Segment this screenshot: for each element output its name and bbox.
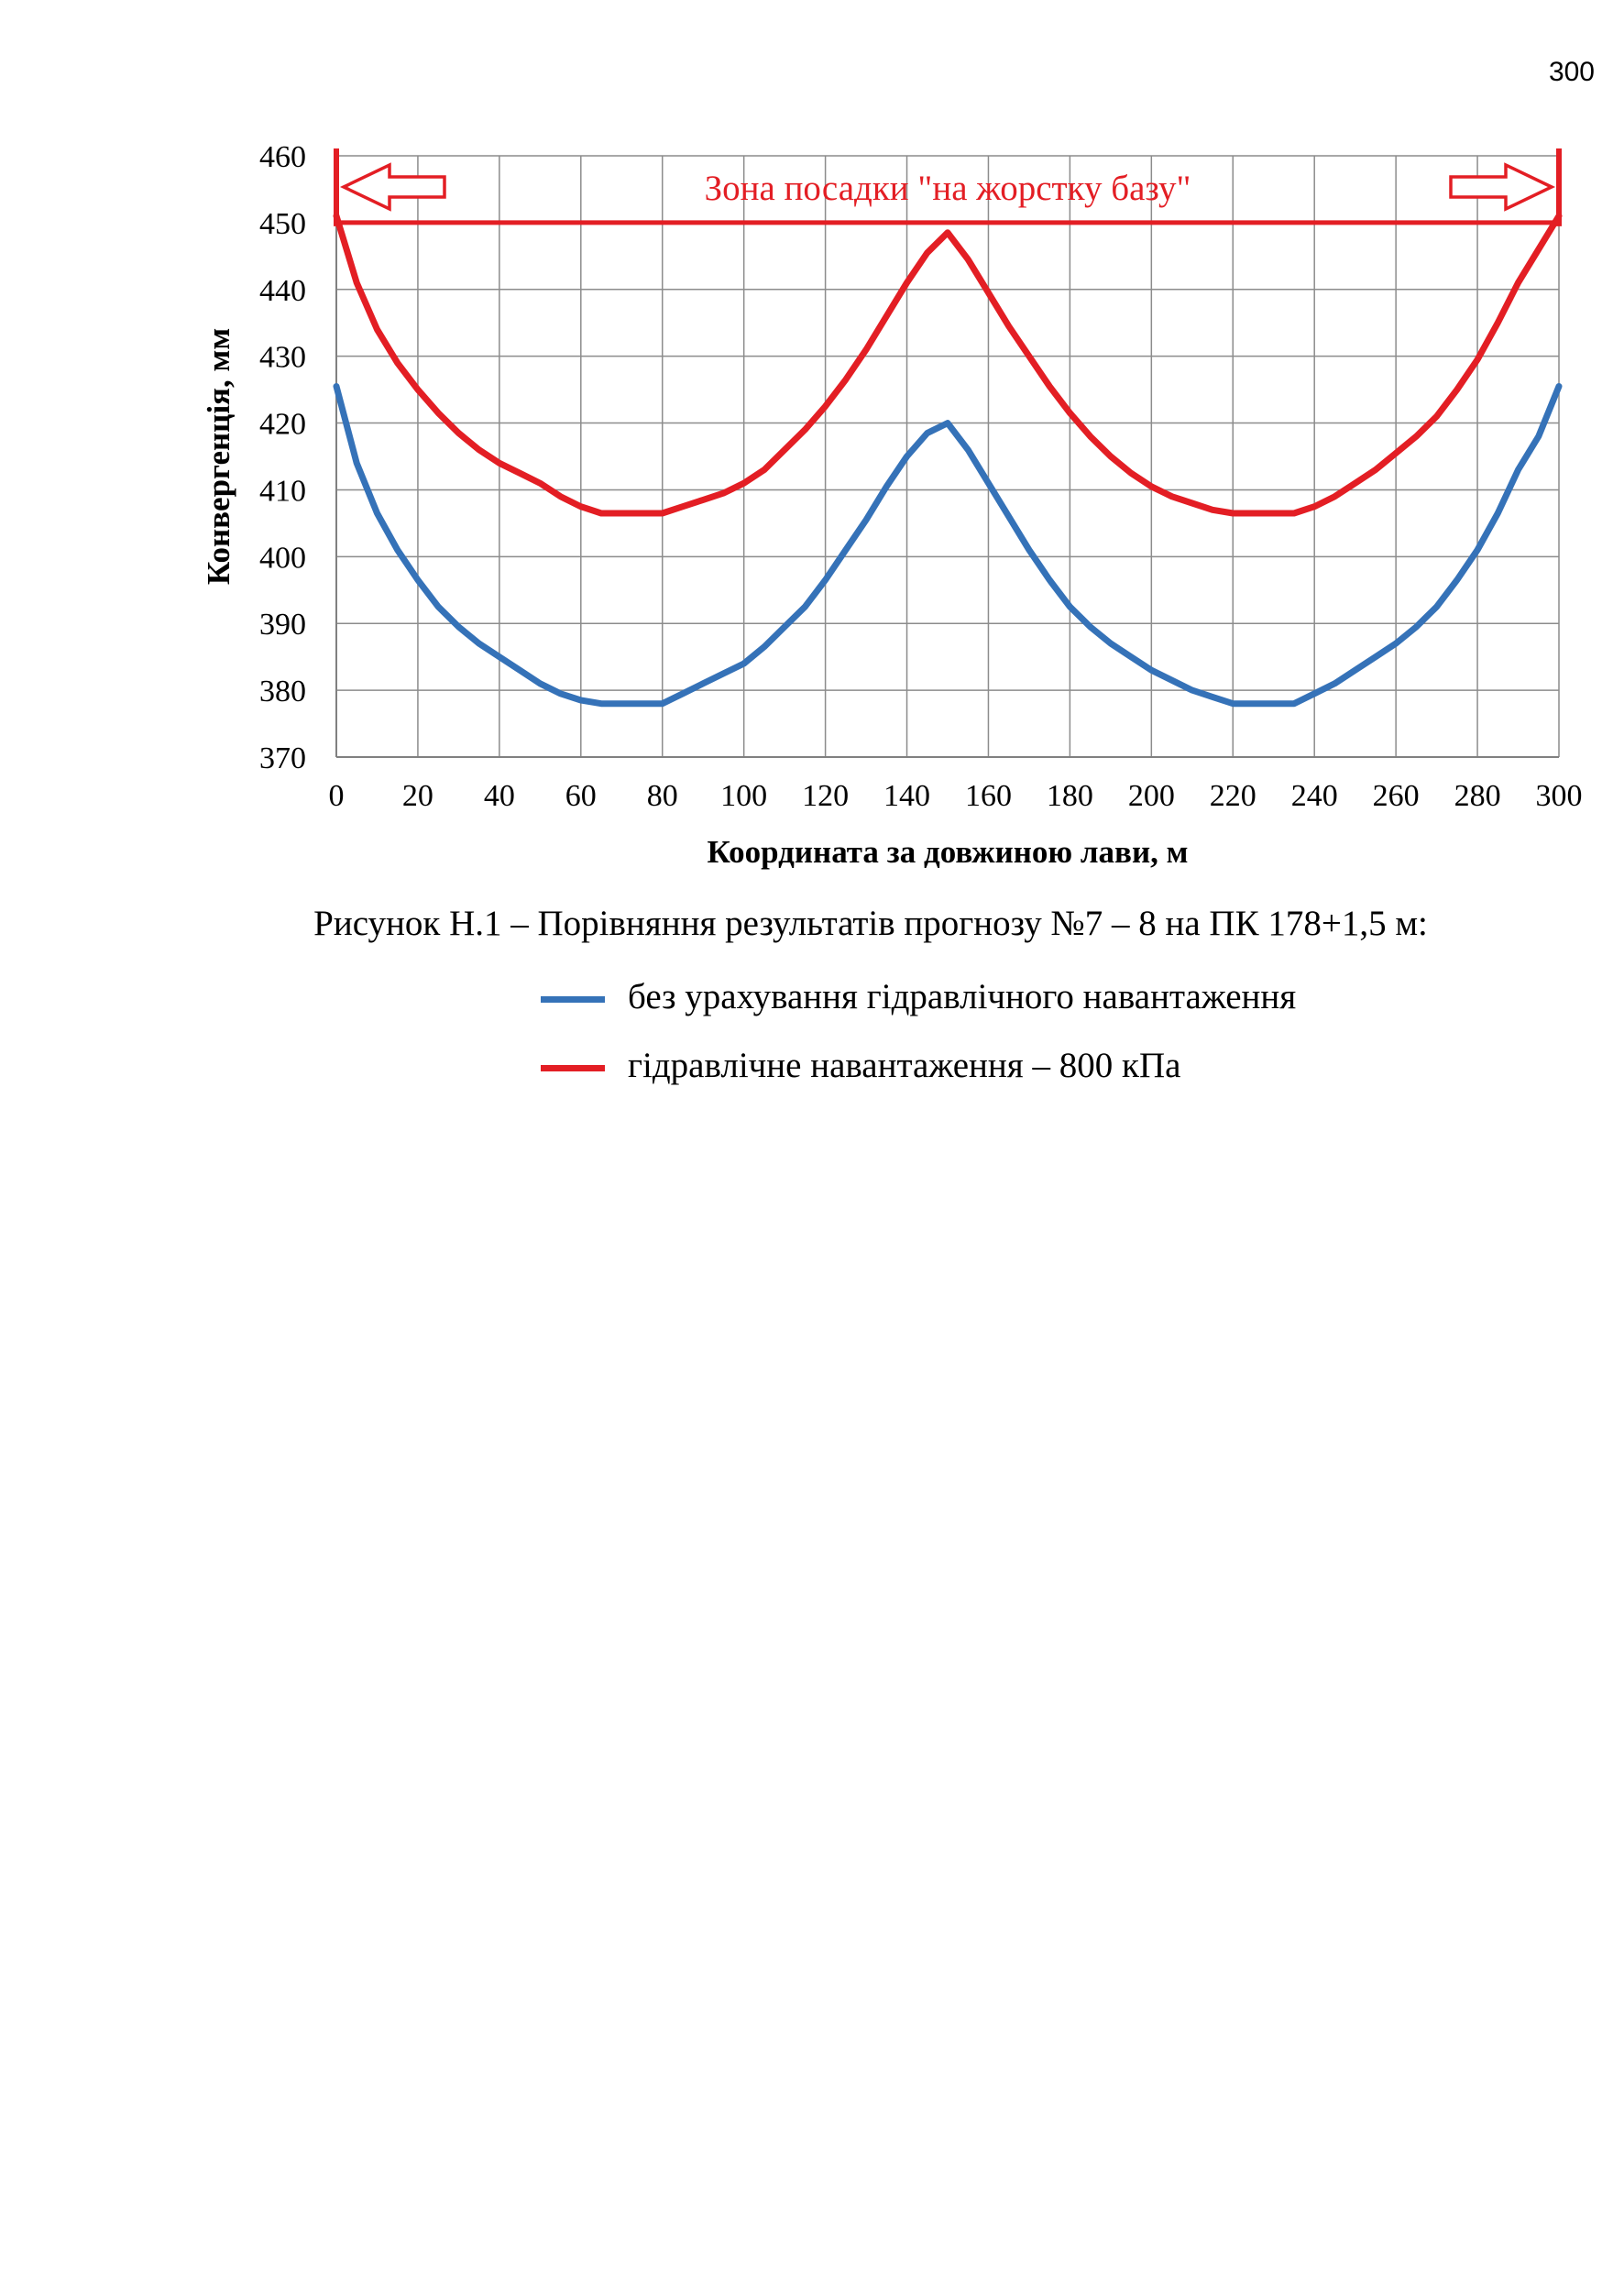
legend-item: без урахування гідравлічного навантаженн…: [541, 976, 1549, 1022]
x-tick-label: 240: [1291, 779, 1338, 813]
y-tick-label: 460: [259, 140, 306, 174]
series-line: [333, 383, 1563, 708]
x-tick-label: 300: [1536, 779, 1583, 813]
series-line: [333, 213, 1563, 517]
figure-caption: Рисунок Н.1 – Порівняння результатів про…: [313, 904, 1428, 943]
legend-label: без урахування гідравлічного навантаженн…: [628, 977, 1297, 1016]
y-tick-label: 390: [259, 608, 306, 642]
x-tick-label: 260: [1373, 779, 1420, 813]
x-tick-label: 280: [1454, 779, 1501, 813]
y-tick-label: 400: [259, 541, 306, 575]
legend-swatch-red: [541, 1065, 605, 1071]
x-tick-label: 200: [1128, 779, 1175, 813]
y-tick-label: 370: [259, 741, 306, 775]
x-tick-label: 160: [965, 779, 1012, 813]
y-tick-label: 380: [259, 675, 306, 708]
x-tick-label: 60: [565, 779, 597, 813]
y-tick-label: 440: [259, 274, 306, 308]
convergence-chart: Зона посадки "на жорстку базу" 0 20 40 60 80…: [201, 140, 1583, 870]
x-tick-label: 180: [1047, 779, 1093, 813]
x-tick-label: 140: [883, 779, 930, 813]
page-number: 300: [1548, 57, 1595, 87]
zone-arrow-right-icon: [1449, 162, 1556, 212]
y-tick-label: 410: [259, 474, 306, 508]
x-tick-label: 0: [329, 779, 345, 813]
x-tick-label: 220: [1210, 779, 1256, 813]
x-tick-label: 20: [402, 779, 433, 813]
y-tick-label: 430: [259, 341, 306, 375]
legend-item: гідравлічне навантаження – 800 кПа: [541, 1045, 1549, 1091]
y-tick-label: 450: [259, 207, 306, 241]
x-tick-label: 80: [647, 779, 678, 813]
chart-axes: [335, 156, 1559, 758]
chart-annotation: Зона посадки "на жорстку базу": [334, 148, 1562, 226]
legend-swatch-blue: [541, 996, 605, 1003]
chart-series: [333, 213, 1563, 708]
legend-label: гідравлічне навантаження – 800 кПа: [628, 1046, 1181, 1085]
chart-labels: 0 20 40 60 80 100 120 140 160 180 200 220 240 260 280 3…: [201, 140, 1583, 870]
zone-arrow-left-icon: [339, 162, 446, 212]
x-tick-label: 120: [802, 779, 849, 813]
zone-annotation-text: Зона посадки "на жорстку базу": [705, 169, 1191, 208]
y-tick-label: 420: [259, 408, 306, 442]
y-axis-title: Конвергенція, мм: [201, 328, 236, 585]
x-tick-label: 100: [720, 779, 767, 813]
x-axis-title: Координата за довжиною лави, м: [708, 834, 1189, 870]
x-tick-label: 40: [484, 779, 515, 813]
